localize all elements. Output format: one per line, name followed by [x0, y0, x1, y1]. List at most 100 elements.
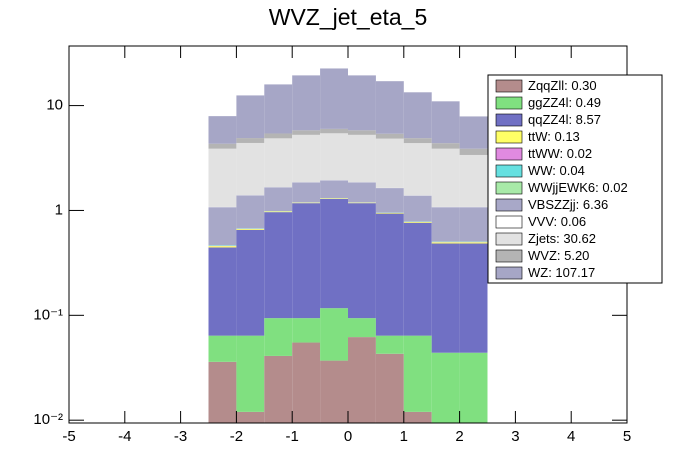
histogram-bar [403, 195, 432, 222]
histogram-bar [403, 92, 432, 139]
histogram-bar [431, 352, 460, 423]
x-tick-label: -1 [286, 428, 299, 445]
histogram-bar [459, 243, 488, 353]
histogram-bar [236, 138, 265, 143]
legend-label: Zjets: 30.62 [528, 231, 596, 246]
histogram-bar [348, 318, 376, 338]
legend-swatch [495, 266, 523, 280]
legend-swatch [495, 130, 523, 144]
legend-swatch [495, 249, 523, 263]
legend-label: VBSZZjj: 6.36 [528, 197, 608, 212]
histogram-bar [320, 198, 348, 309]
histogram-bar [236, 228, 265, 230]
x-tick-label: 5 [623, 428, 631, 445]
histogram-bar [292, 318, 321, 343]
histogram-bar [292, 203, 321, 319]
histogram-bar [208, 335, 237, 362]
histogram-bar [264, 133, 293, 139]
legend-label: VVV: 0.06 [528, 214, 586, 229]
histogram-bar [320, 180, 348, 199]
x-tick-label: -4 [118, 428, 131, 445]
legend-swatch [495, 147, 523, 161]
x-tick-label: 3 [511, 428, 519, 445]
histogram-bar [431, 207, 460, 242]
histogram-bar [320, 308, 348, 361]
histogram-bar [264, 355, 293, 423]
histogram-bar [320, 133, 348, 181]
legend-label: WZ: 107.17 [528, 265, 595, 280]
histogram-bar [431, 242, 460, 244]
histogram-bar [208, 116, 237, 144]
histogram-bar [348, 182, 376, 203]
histogram-bar [264, 187, 293, 212]
x-tick-label: -2 [230, 428, 243, 445]
histogram-bar [375, 353, 404, 423]
y-tick-label: 10⁻² [33, 411, 63, 428]
legend-swatch [495, 164, 523, 178]
histogram-bar [431, 101, 460, 144]
y-tick-label: 10 [46, 97, 63, 114]
histogram-bar [292, 134, 321, 183]
histogram-bar [375, 335, 404, 354]
legend-label: ttWW: 0.02 [528, 146, 592, 161]
histogram-bar [459, 154, 488, 207]
histogram-bar [348, 134, 376, 183]
legend-label: ZqqZll: 0.30 [528, 78, 597, 93]
histogram-bar [320, 128, 348, 134]
histogram-bar [208, 148, 237, 207]
x-tick-label: -3 [174, 428, 187, 445]
y-tick-label: 1 [55, 201, 63, 218]
histogram-bar [375, 212, 404, 214]
x-tick-label: 1 [400, 428, 408, 445]
histogram-bar [236, 229, 265, 336]
histogram-bar [320, 68, 348, 129]
histogram-bar [264, 212, 293, 319]
histogram-bar [292, 130, 321, 135]
histogram-bar [375, 213, 404, 336]
histogram-bar [264, 318, 293, 356]
histogram-bar [403, 221, 432, 223]
histogram-bar [292, 202, 321, 204]
histogram-bar [264, 138, 293, 188]
histogram-bar [459, 242, 488, 244]
histogram-bar [208, 247, 237, 336]
histogram-bar [236, 95, 265, 139]
histogram-bar [348, 130, 376, 135]
histogram-bar [348, 75, 376, 131]
histogram-bar [264, 84, 293, 134]
histogram-bar [459, 207, 488, 242]
histogram-bar [375, 188, 404, 213]
x-tick-label: 4 [567, 428, 575, 445]
histogram-bar [208, 143, 237, 149]
legend-swatch [495, 79, 523, 93]
histogram-bar [348, 202, 376, 204]
histogram-bar [292, 75, 321, 131]
histogram-bar [208, 207, 237, 246]
histogram-bar [292, 342, 321, 423]
legend-label: WVZ: 5.20 [528, 248, 589, 263]
histogram-bar [459, 352, 488, 423]
histogram-bar [403, 335, 432, 412]
legend-label: ggZZ4l: 0.49 [528, 95, 601, 110]
histogram-bar [375, 133, 404, 139]
histogram-bar [348, 337, 376, 423]
y-tick-label: 10⁻¹ [33, 306, 63, 323]
legend-label: WWjjEWK6: 0.02 [528, 180, 628, 195]
legend-swatch [495, 113, 523, 127]
legend-swatch [495, 181, 523, 195]
chart-title: WVZ_jet_eta_5 [269, 4, 428, 30]
histogram-bar [375, 81, 404, 134]
legend: ZqqZll: 0.30 ggZZ4l: 0.49 qqZZ4l: 8.57 ttW:… [487, 74, 663, 284]
histogram-bar [236, 195, 265, 229]
x-tick-label: 2 [455, 428, 463, 445]
x-tick-label: 0 [344, 428, 352, 445]
histogram-bar [403, 222, 432, 336]
histogram-bar [403, 143, 432, 196]
legend-swatch [495, 232, 523, 246]
histogram-bar [431, 243, 460, 353]
histogram-bar [403, 138, 432, 144]
legend-swatch [495, 198, 523, 212]
histogram-bar [236, 142, 265, 196]
histogram-bar [431, 148, 460, 207]
